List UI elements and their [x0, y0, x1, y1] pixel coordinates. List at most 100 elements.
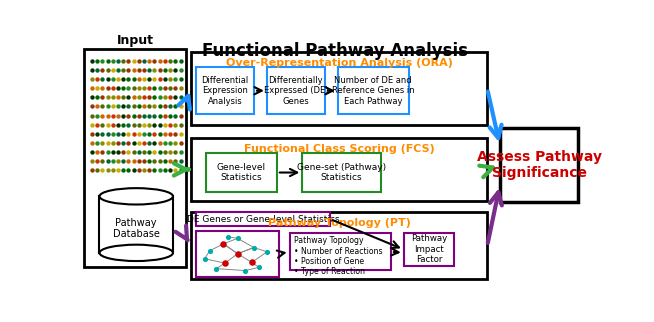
- Point: [144, 76, 154, 81]
- Point: [170, 85, 181, 90]
- Point: [154, 168, 165, 173]
- Point: [175, 95, 186, 100]
- Point: [133, 149, 144, 155]
- Point: [170, 140, 181, 146]
- Point: [97, 149, 108, 155]
- Point: [123, 131, 133, 137]
- Point: [128, 131, 139, 137]
- Point: [112, 104, 123, 109]
- Point: [118, 58, 128, 63]
- Point: [160, 104, 170, 109]
- Point: [170, 104, 181, 109]
- Point: [103, 149, 113, 155]
- Point: [170, 95, 181, 100]
- Point: [123, 149, 133, 155]
- Point: [107, 122, 118, 127]
- Point: [112, 122, 123, 127]
- Point: [107, 149, 118, 155]
- Point: [139, 149, 149, 155]
- Point: [170, 67, 181, 72]
- Point: [128, 58, 139, 63]
- Point: [92, 58, 103, 63]
- Point: [170, 131, 181, 137]
- Point: [175, 58, 186, 63]
- Point: [97, 67, 108, 72]
- Point: [139, 122, 149, 127]
- Point: [97, 58, 108, 63]
- Point: [149, 85, 160, 90]
- Point: [232, 251, 243, 256]
- Point: [175, 67, 186, 72]
- Point: [133, 159, 144, 164]
- Point: [112, 95, 123, 100]
- Point: [133, 168, 144, 173]
- Text: DE Genes or Gene-level Statistics: DE Genes or Gene-level Statistics: [186, 214, 339, 223]
- Point: [170, 76, 181, 81]
- Text: Gene-set (Pathway)
Statistics: Gene-set (Pathway) Statistics: [297, 163, 386, 182]
- Point: [149, 58, 160, 63]
- Point: [144, 149, 154, 155]
- Point: [112, 168, 123, 173]
- Point: [165, 168, 175, 173]
- Point: [87, 104, 97, 109]
- Point: [160, 113, 170, 118]
- Point: [160, 58, 170, 63]
- Point: [170, 122, 181, 127]
- Point: [87, 122, 97, 127]
- Point: [92, 76, 103, 81]
- Point: [149, 168, 160, 173]
- Point: [165, 149, 175, 155]
- Point: [175, 85, 186, 90]
- Point: [123, 58, 133, 63]
- Point: [103, 113, 113, 118]
- Point: [133, 140, 144, 146]
- Point: [107, 67, 118, 72]
- Point: [149, 104, 160, 109]
- Point: [133, 67, 144, 72]
- FancyBboxPatch shape: [500, 128, 578, 202]
- Point: [139, 140, 149, 146]
- Point: [123, 104, 133, 109]
- Point: [160, 122, 170, 127]
- Point: [144, 140, 154, 146]
- Point: [165, 131, 175, 137]
- Point: [87, 159, 97, 164]
- Point: [87, 67, 97, 72]
- Text: Pathway Topology (PT): Pathway Topology (PT): [267, 218, 411, 228]
- Point: [123, 113, 133, 118]
- Point: [154, 76, 165, 81]
- FancyBboxPatch shape: [196, 231, 279, 277]
- Point: [123, 168, 133, 173]
- Point: [128, 149, 139, 155]
- Point: [220, 260, 230, 266]
- Point: [165, 122, 175, 127]
- Point: [103, 85, 113, 90]
- Point: [92, 67, 103, 72]
- Point: [107, 95, 118, 100]
- FancyBboxPatch shape: [84, 49, 186, 267]
- Point: [154, 122, 165, 127]
- Text: Pathway Topology
• Number of Reactions
• Position of Gene
• Type of Reaction: Pathway Topology • Number of Reactions •…: [294, 236, 382, 277]
- Text: Assess Pathway
Significance: Assess Pathway Significance: [477, 150, 602, 180]
- Point: [128, 122, 139, 127]
- Point: [154, 113, 165, 118]
- Point: [118, 113, 128, 118]
- Point: [107, 140, 118, 146]
- Point: [92, 159, 103, 164]
- Point: [149, 113, 160, 118]
- Point: [139, 131, 149, 137]
- FancyBboxPatch shape: [290, 233, 391, 270]
- Point: [175, 140, 186, 146]
- Point: [175, 159, 186, 164]
- Point: [139, 104, 149, 109]
- Point: [112, 113, 123, 118]
- Point: [160, 131, 170, 137]
- Point: [128, 85, 139, 90]
- Point: [118, 140, 128, 146]
- Point: [107, 76, 118, 81]
- Point: [103, 140, 113, 146]
- Point: [92, 95, 103, 100]
- Point: [139, 58, 149, 63]
- Point: [112, 159, 123, 164]
- Point: [170, 149, 181, 155]
